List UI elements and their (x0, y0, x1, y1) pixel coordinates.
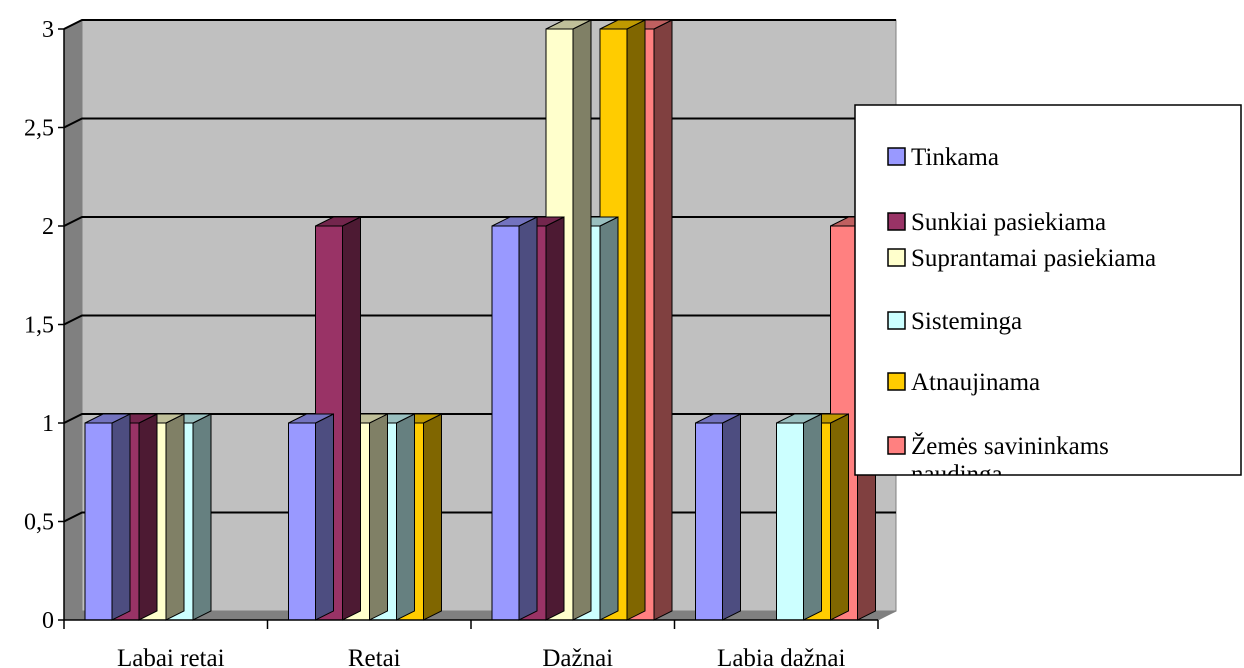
bar-side (342, 216, 361, 621)
y-tick-label: 3 (42, 17, 54, 43)
bar-side (599, 216, 619, 621)
bar-side (423, 413, 442, 621)
legend-label: Sunkiai pasiekiama (911, 209, 1106, 236)
bar-side (192, 413, 212, 621)
x-tick-label: Labia dažnai (717, 645, 845, 668)
y-tick-label: 0,5 (24, 510, 54, 536)
bar-side (138, 413, 158, 621)
legend-item: Sisteminga (887, 308, 1022, 335)
y-tick-label: 2 (42, 214, 54, 240)
bars (84, 19, 876, 621)
bar-side (315, 413, 334, 621)
legend-item: Suprantamai pasiekiama (887, 245, 1156, 272)
legend-label-wrap: naudinga (911, 461, 1003, 488)
legend-label: Atnaujinama (911, 369, 1040, 396)
bar-side (626, 19, 646, 621)
legend-swatch (887, 147, 906, 166)
legend-item: Tinkama (887, 144, 999, 171)
bar-side (803, 413, 822, 621)
bar-side (653, 19, 673, 621)
legend-label: Suprantamai pasiekiama (911, 245, 1156, 272)
x-tick-label: Dažnai (542, 645, 613, 668)
bar-side (518, 216, 538, 621)
legend-swatch (887, 311, 906, 330)
legend-swatch (887, 372, 906, 391)
bar-front (491, 225, 520, 621)
bar (491, 216, 538, 621)
bar-front (84, 422, 113, 621)
bar-side (396, 413, 415, 621)
y-tick-label: 0 (42, 608, 54, 634)
bar-front (776, 422, 804, 621)
bar-front (695, 422, 723, 621)
legend-swatch (887, 212, 906, 231)
x-tick-label: Retai (348, 645, 401, 668)
bar-side (369, 413, 388, 621)
bar-side (830, 413, 849, 621)
bar-front (288, 422, 316, 621)
bar-side (722, 413, 741, 621)
legend: Tinkama Sunkiai pasiekiama Suprantamai pas… (854, 104, 1242, 488)
y-tick-label: 1,5 (24, 313, 54, 339)
legend-box (854, 104, 1242, 476)
y-tick-label: 1 (42, 411, 54, 437)
bar (776, 413, 822, 621)
bar (288, 413, 334, 621)
legend-item: Sunkiai pasiekiama (887, 209, 1106, 236)
legend-label: Sisteminga (911, 308, 1022, 335)
legend-label: Žemės savininkams (911, 432, 1109, 460)
legend-swatch (887, 436, 906, 455)
bar-side (165, 413, 185, 621)
axes: 0 0,5 1 1,5 2 2,5 3 Labai retai Retai Dažnai Labia… (24, 17, 879, 668)
bar (84, 413, 131, 621)
y-tick-label: 2,5 (24, 116, 54, 142)
bar-side (111, 413, 131, 621)
legend-label: Tinkama (911, 144, 999, 171)
x-tick-label: Labai retai (117, 645, 225, 668)
bar-side (572, 19, 592, 621)
legend-swatch (887, 248, 906, 267)
bar-side (545, 216, 565, 621)
bar (695, 413, 741, 621)
legend-item: Atnaujinama (887, 369, 1040, 396)
